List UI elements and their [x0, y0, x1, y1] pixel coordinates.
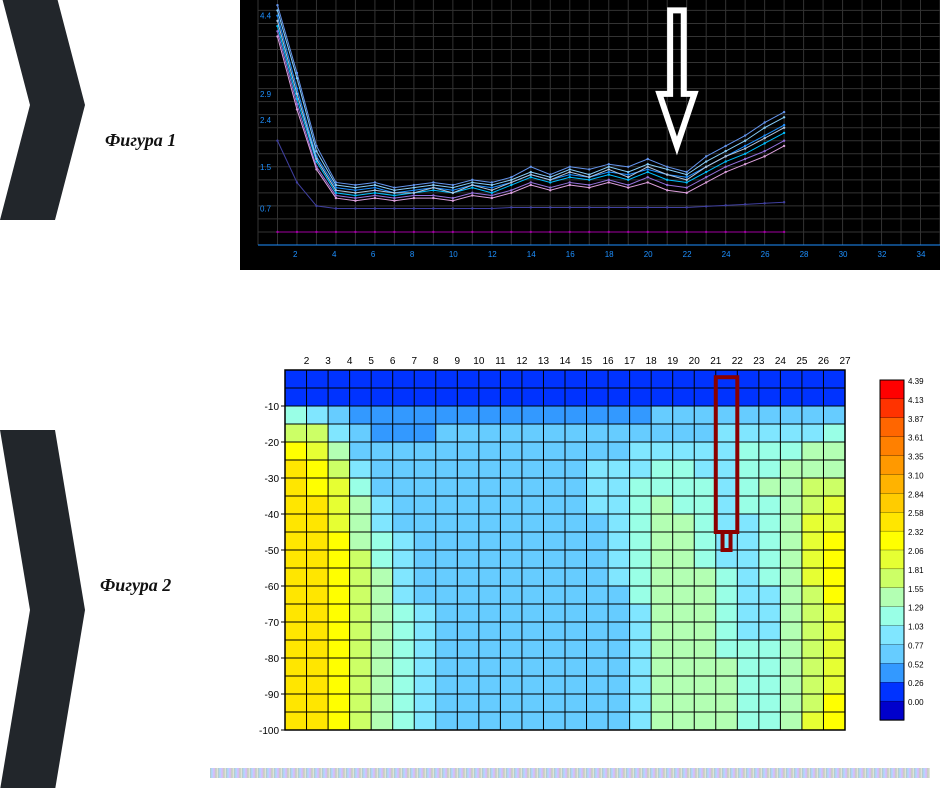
svg-text:0.77: 0.77 [908, 641, 924, 650]
svg-text:27: 27 [839, 356, 851, 367]
svg-text:16: 16 [566, 250, 575, 259]
svg-text:25: 25 [796, 356, 808, 367]
svg-text:2.06: 2.06 [908, 547, 924, 556]
svg-text:0.7: 0.7 [260, 205, 272, 214]
svg-text:18: 18 [605, 250, 614, 259]
svg-text:3.87: 3.87 [908, 415, 924, 424]
svg-text:24: 24 [722, 250, 731, 259]
svg-text:2: 2 [304, 356, 310, 367]
svg-text:-80: -80 [265, 654, 280, 665]
svg-text:14: 14 [527, 250, 536, 259]
svg-text:32: 32 [878, 250, 887, 259]
svg-text:23: 23 [753, 356, 765, 367]
svg-text:12: 12 [516, 356, 528, 367]
svg-text:0.52: 0.52 [908, 660, 924, 669]
svg-text:1.29: 1.29 [908, 604, 924, 613]
svg-text:6: 6 [371, 250, 376, 259]
svg-text:15: 15 [581, 356, 593, 367]
svg-text:-70: -70 [265, 618, 280, 629]
svg-text:0.26: 0.26 [908, 679, 924, 688]
svg-text:34: 34 [917, 250, 926, 259]
svg-text:14: 14 [559, 356, 571, 367]
svg-text:19: 19 [667, 356, 679, 367]
svg-text:26: 26 [761, 250, 770, 259]
svg-text:16: 16 [603, 356, 615, 367]
noise-strip [210, 768, 930, 778]
svg-text:7: 7 [411, 356, 417, 367]
svg-text:4.39: 4.39 [908, 377, 924, 386]
svg-text:-100: -100 [259, 726, 279, 737]
figure1-label: Фигура 1 [105, 130, 176, 151]
svg-text:3.35: 3.35 [908, 453, 924, 462]
svg-text:2.4: 2.4 [260, 116, 272, 125]
svg-text:2: 2 [293, 250, 298, 259]
svg-text:2.58: 2.58 [908, 509, 924, 518]
svg-text:4: 4 [332, 250, 337, 259]
svg-text:8: 8 [410, 250, 415, 259]
svg-text:6: 6 [390, 356, 396, 367]
svg-text:-60: -60 [265, 582, 280, 593]
svg-text:3.61: 3.61 [908, 434, 924, 443]
svg-text:18: 18 [646, 356, 658, 367]
pennant-bottom [0, 430, 85, 788]
svg-text:17: 17 [624, 356, 636, 367]
svg-text:8: 8 [433, 356, 439, 367]
page: Фигура 1 Фигура 2 0.71.52.42.94.42468101… [0, 0, 940, 788]
svg-text:-40: -40 [265, 510, 280, 521]
svg-text:4.13: 4.13 [908, 396, 924, 405]
svg-text:12: 12 [488, 250, 497, 259]
svg-text:20: 20 [689, 356, 701, 367]
svg-text:4: 4 [347, 356, 353, 367]
svg-text:28: 28 [800, 250, 809, 259]
svg-text:1.81: 1.81 [908, 566, 924, 575]
svg-text:5: 5 [368, 356, 374, 367]
svg-text:-90: -90 [265, 690, 280, 701]
svg-text:2.32: 2.32 [908, 528, 924, 537]
svg-text:-10: -10 [265, 402, 280, 413]
svg-text:20: 20 [644, 250, 653, 259]
svg-text:10: 10 [473, 356, 485, 367]
svg-text:2.84: 2.84 [908, 490, 924, 499]
svg-text:-30: -30 [265, 474, 280, 485]
svg-text:1.03: 1.03 [908, 623, 924, 632]
svg-text:-20: -20 [265, 438, 280, 449]
svg-text:1.5: 1.5 [260, 163, 272, 172]
svg-text:2.9: 2.9 [260, 90, 272, 99]
svg-text:4.4: 4.4 [260, 12, 272, 21]
heatmap-chart: 2345678910111213141516171819202122232425… [240, 350, 940, 750]
line-chart: 0.71.52.42.94.42468101214161820222426283… [240, 0, 940, 270]
svg-text:26: 26 [818, 356, 830, 367]
svg-text:3: 3 [325, 356, 331, 367]
svg-text:11: 11 [495, 356, 506, 367]
svg-text:9: 9 [455, 356, 461, 367]
svg-text:21: 21 [710, 356, 722, 367]
svg-text:3.10: 3.10 [908, 471, 924, 480]
svg-text:1.55: 1.55 [908, 585, 924, 594]
svg-text:22: 22 [732, 356, 744, 367]
figure2-label: Фигура 2 [100, 575, 171, 596]
svg-text:10: 10 [449, 250, 458, 259]
svg-text:30: 30 [839, 250, 848, 259]
svg-text:22: 22 [683, 250, 692, 259]
pennant-top [0, 0, 85, 230]
svg-text:-50: -50 [265, 546, 280, 557]
svg-text:13: 13 [538, 356, 550, 367]
svg-text:0.00: 0.00 [908, 698, 924, 707]
svg-text:24: 24 [775, 356, 787, 367]
